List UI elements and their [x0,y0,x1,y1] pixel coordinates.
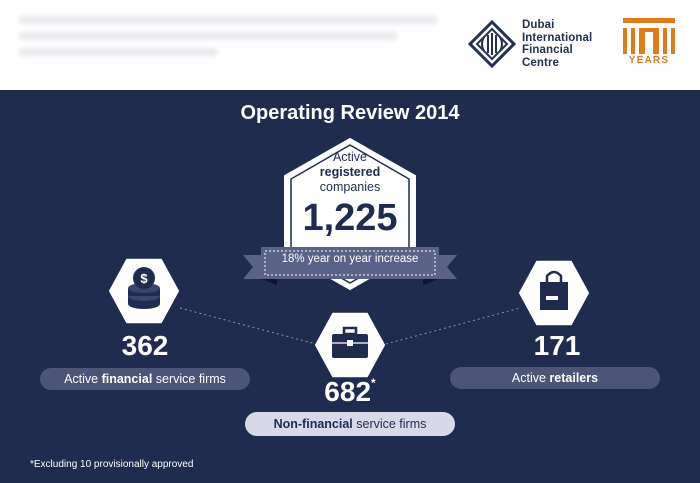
footnote: *Excluding 10 provisionally approved [30,459,194,470]
svg-text:$: $ [140,271,148,286]
difc-logo-text: Dubai International Financial Centre [522,19,612,69]
financial-label-bold: financial [101,372,153,386]
coins-icon: $ [107,257,181,325]
retailers-label-bold: retailers [549,371,599,385]
ten-years-logo-icon [623,18,675,54]
financial-firms-value: 362 [121,330,169,361]
years-label: YEARS [628,55,670,66]
retailers-label-prefix: Active [511,371,550,385]
increase-ribbon-text: 18% year on year increase [281,253,419,265]
financial-firms-label: Active financial service firms [40,368,250,390]
registered-companies-label: Active registered companies [282,150,418,195]
non-financial-value-number: 682 [324,376,372,407]
retailers-value: 171 [533,330,581,361]
logo-line-3: Financial [522,44,573,56]
shopping-bag-icon [517,259,591,327]
page-title: Operating Review 2014 [240,102,460,124]
registered-label-line-3: companies [319,180,381,194]
difc-logo-icon [468,20,516,68]
increase-ribbon [243,247,457,285]
header-bar: Dubai International Financial Centre YEA… [0,0,700,90]
logo-line-2: International [522,31,593,44]
logo-line-4: Centre [522,56,560,69]
blurred-header-text [18,10,478,70]
financial-label-prefix: Active [64,372,102,386]
registered-label-line-1: Active [332,150,368,164]
briefcase-icon [313,311,387,379]
registered-label-line-2: registered [319,165,381,179]
stats-panel: Operating Review 2014 Active registered … [0,90,700,483]
non-financial-firms-value: 682* [310,376,390,408]
financial-label-suffix: service firms [152,372,226,386]
footnote-marker: * [371,375,376,390]
non-financial-firms-label: Non-financial service firms [245,412,455,436]
dotted-connectors [179,307,521,345]
logo-line-1: Dubai [522,19,555,31]
registered-companies-value: 1,225 [302,197,398,239]
non-financial-label-bold: Non-financial [273,417,353,431]
retailers-label: Active retailers [450,367,660,389]
non-financial-label-suffix: service firms [352,417,427,431]
